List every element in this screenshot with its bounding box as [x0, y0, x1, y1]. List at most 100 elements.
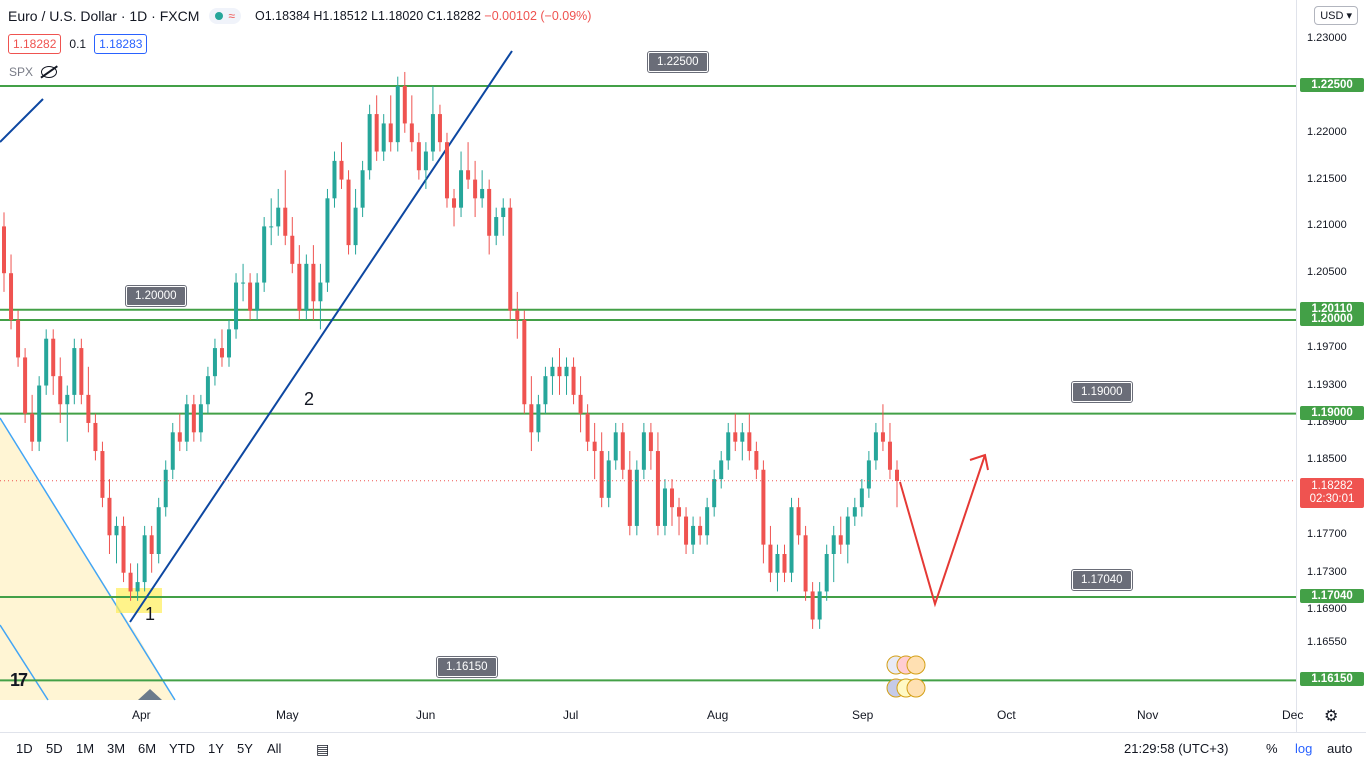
candle-body — [592, 441, 597, 452]
candle-body — [248, 282, 253, 311]
candle-body — [93, 422, 98, 452]
auto-toggle[interactable]: auto — [1327, 741, 1353, 756]
candle-body — [641, 432, 646, 470]
candle-body — [810, 591, 815, 620]
price-callout[interactable]: 1.19000 — [1071, 381, 1133, 403]
candle-body — [297, 263, 302, 311]
timeframe-button[interactable]: 5Y — [237, 741, 253, 756]
trendline-main — [129, 50, 513, 623]
candle-body — [895, 469, 899, 481]
candle-body — [395, 86, 400, 143]
timeframe-button[interactable]: 1Y — [208, 741, 224, 756]
candle-body — [473, 179, 478, 199]
time-axis-label: Nov — [1137, 708, 1159, 722]
currency-select[interactable]: USD ▾ — [1314, 6, 1358, 25]
candle-body — [817, 591, 822, 620]
candle-body — [627, 469, 632, 526]
time-axis-label: Aug — [707, 708, 729, 722]
time-axis-label: Apr — [132, 708, 151, 722]
candle-body — [437, 114, 442, 143]
tradingview-logo[interactable]: 17 — [10, 670, 28, 690]
timeframe-button[interactable]: All — [267, 741, 282, 756]
timeframe-button[interactable]: 3M — [107, 741, 126, 756]
clock-readout[interactable]: 21:29:58 (UTC+3) — [1124, 741, 1229, 756]
buy-button[interactable]: 1.18283 — [94, 34, 148, 54]
candle-body — [374, 114, 379, 152]
candle-body — [494, 217, 499, 236]
candle-body — [114, 525, 119, 536]
candle-body — [768, 544, 773, 573]
spread-value: 0.1 — [69, 37, 87, 51]
open-value: O1.18384 — [254, 9, 310, 23]
timeframe-button[interactable]: YTD — [169, 741, 195, 756]
time-axis-label: Jul — [563, 708, 579, 722]
candle-body — [662, 488, 667, 526]
candle-body — [30, 413, 35, 442]
candle-body — [367, 114, 372, 171]
price-axis-label: 1.16900 — [1307, 603, 1347, 616]
date-range-icon[interactable]: ▤ — [316, 741, 330, 757]
price-callout[interactable]: 1.17040 — [1071, 569, 1133, 591]
candle-body — [487, 188, 492, 236]
wave-label-1: 1 — [145, 604, 156, 624]
channel-lower-line — [0, 624, 49, 701]
candle-body — [409, 123, 414, 143]
trade-boxes: 1.18282 0.1 1.18283 — [8, 34, 148, 54]
price-callout[interactable]: 1.22500 — [647, 51, 709, 73]
candle-body — [205, 376, 210, 405]
candle-body — [620, 432, 625, 470]
candle-body — [712, 479, 717, 508]
candle-body — [789, 507, 794, 573]
price-callout[interactable]: 1.16150 — [436, 656, 498, 678]
candle-body — [444, 142, 449, 199]
candle-body — [705, 507, 710, 536]
candle-body — [557, 366, 562, 377]
change-value: −0.00102 (−0.09%) — [484, 9, 592, 23]
settings-gear-icon[interactable]: ⚙ — [1324, 708, 1339, 725]
candle-body — [37, 385, 42, 442]
candle-body — [339, 160, 344, 180]
trendline-left — [0, 98, 44, 143]
price-axis-label: 1.17700 — [1307, 528, 1347, 541]
price-chart[interactable] — [0, 0, 1366, 732]
timeframe-button[interactable]: 1D — [16, 741, 33, 756]
wave-label-2: 2 — [304, 389, 315, 409]
hidden-eye-icon[interactable] — [41, 66, 58, 78]
candle-body — [733, 432, 738, 442]
candle-body — [501, 207, 506, 218]
sell-button[interactable]: 1.18282 — [8, 34, 62, 54]
market-status-pill[interactable]: ≈ — [209, 8, 241, 24]
candle-body — [212, 348, 217, 377]
candle-body — [466, 170, 471, 180]
candle-body — [416, 142, 421, 171]
candle-body — [255, 282, 260, 311]
compare-symbol[interactable]: SPX — [9, 65, 58, 79]
timeframe-button[interactable]: 6M — [138, 741, 157, 756]
candle-body — [754, 451, 759, 470]
price-axis-label: 1.18500 — [1307, 453, 1347, 466]
price-axis-label: 1.17300 — [1307, 565, 1347, 578]
forecast-arrowhead — [969, 453, 989, 471]
log-toggle[interactable]: log — [1295, 741, 1313, 756]
candle-body — [515, 310, 520, 320]
wave-icon: ≈ — [228, 9, 235, 23]
candle-body — [578, 394, 583, 414]
candle-body — [698, 525, 703, 536]
candle-body — [852, 507, 857, 517]
low-value: L1.18020 — [371, 9, 424, 23]
price-axis-label: 1.19700 — [1307, 341, 1347, 354]
price-axis[interactable] — [1296, 0, 1366, 732]
percent-toggle[interactable]: % — [1266, 741, 1278, 756]
candle-body — [142, 535, 147, 583]
candle-body — [782, 554, 787, 573]
candle-body — [634, 469, 639, 526]
candle-body — [430, 114, 435, 152]
symbol-title[interactable]: Euro / U.S. Dollar · 1D · FXCM — [8, 8, 200, 24]
timeframe-button[interactable]: 5D — [46, 741, 63, 756]
candle-body — [550, 366, 555, 377]
timeframe-button[interactable]: 1M — [76, 741, 95, 756]
bar-countdown: 02:30:01 — [1309, 493, 1355, 505]
candle-body — [824, 554, 829, 592]
price-callout[interactable]: 1.20000 — [125, 285, 187, 307]
current-price-value: 1.18282 — [1311, 480, 1353, 492]
